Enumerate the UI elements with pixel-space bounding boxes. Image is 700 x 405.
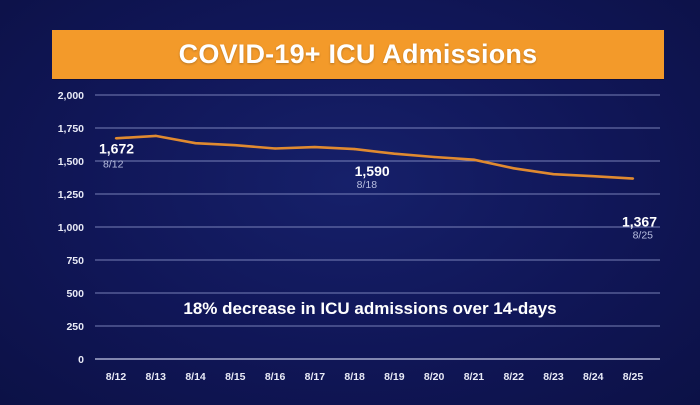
data-point (353, 147, 356, 151)
data-label-value: 1,590 (355, 163, 390, 179)
data-point (154, 134, 157, 138)
x-tick-label: 8/13 (146, 371, 167, 383)
x-axis-ticks: 8/12 8/13 8/14 8/15 8/16 8/17 8/18 8/19 8/20 8/21… (106, 371, 644, 383)
x-tick-label: 8/25 (623, 371, 644, 383)
data-point (234, 143, 237, 147)
y-tick-label: 1,500 (58, 156, 84, 168)
data-point (194, 141, 197, 145)
series-line (115, 134, 634, 180)
data-point (393, 152, 396, 155)
data-point (313, 145, 317, 149)
y-tick-label: 750 (66, 255, 84, 267)
x-tick-label: 8/15 (225, 371, 246, 383)
data-point (114, 137, 118, 140)
gridlines (95, 94, 660, 360)
y-tick-label: 1,000 (58, 222, 84, 234)
x-tick-label: 8/20 (424, 371, 445, 383)
y-tick-label: 250 (66, 321, 84, 333)
x-tick-label: 8/23 (543, 371, 564, 383)
data-label-value: 1,367 (622, 214, 657, 230)
x-tick-label: 8/22 (503, 371, 524, 383)
title-banner: COVID-19+ ICU Admissions (52, 30, 664, 79)
x-tick-label: 8/21 (464, 371, 485, 383)
x-tick-label: 8/24 (583, 371, 604, 383)
annotation-text: 18% decrease in ICU admissions over 14-d… (183, 299, 556, 318)
data-point (432, 155, 436, 159)
x-tick-label: 8/19 (384, 371, 405, 383)
x-tick-label: 8/12 (106, 371, 127, 383)
y-tick-label: 1,250 (58, 189, 84, 201)
y-tick-label: 2,000 (58, 90, 84, 102)
data-point (512, 167, 515, 170)
data-point (631, 177, 635, 180)
data-label-date: 8/18 (357, 179, 378, 191)
x-tick-label: 8/14 (185, 371, 206, 383)
data-point (273, 147, 277, 150)
y-axis-ticks: 0 250 500 750 1,000 1,250 1,500 1,750 2,000 (58, 90, 84, 366)
chart-title: COVID-19+ ICU Admissions (178, 39, 538, 69)
data-label-date: 8/12 (103, 158, 124, 170)
data-label-date: 8/25 (633, 230, 654, 242)
data-label-value: 1,672 (99, 140, 134, 156)
y-tick-label: 1,750 (58, 123, 84, 135)
x-tick-label: 8/18 (344, 371, 365, 383)
x-tick-label: 8/16 (265, 371, 286, 383)
x-tick-label: 8/17 (305, 371, 326, 383)
data-point (552, 173, 555, 176)
y-tick-label: 500 (66, 288, 84, 300)
data-point (592, 174, 595, 178)
series-layer (114, 134, 635, 180)
y-tick-label: 0 (78, 354, 84, 366)
data-point (472, 158, 476, 161)
